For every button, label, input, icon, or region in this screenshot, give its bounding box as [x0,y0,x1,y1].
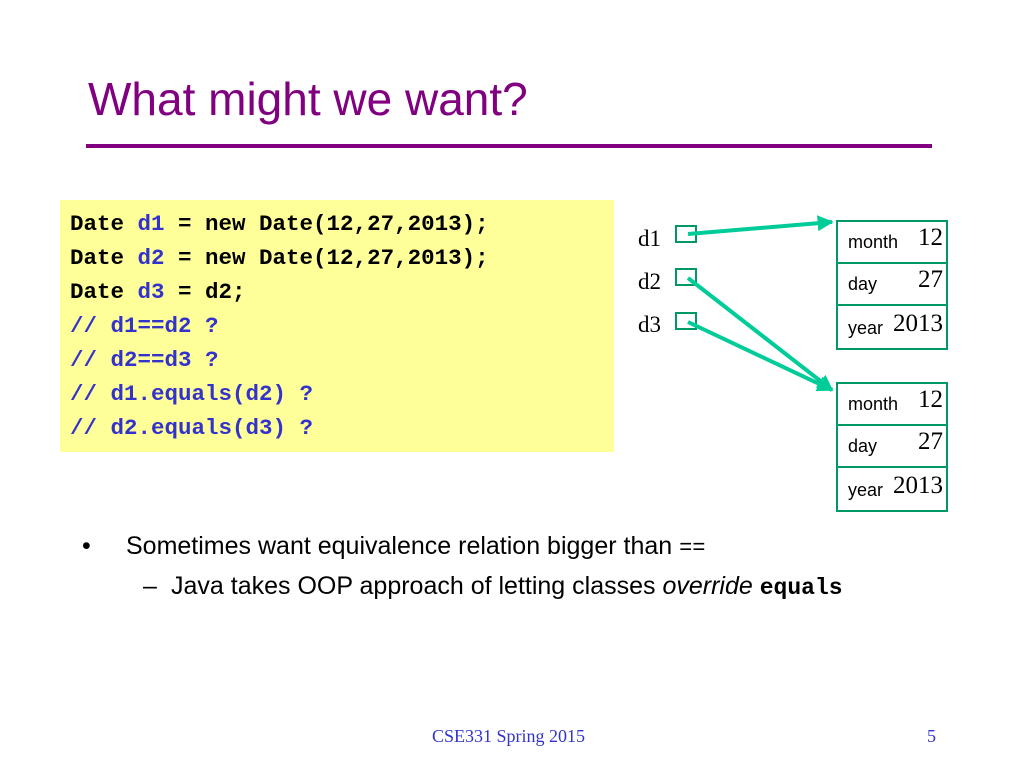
field-year: year 2013 [838,468,946,510]
ref-label-d1: d1 [638,226,661,251]
field-label: day [848,436,878,456]
ref-label-d3: d3 [638,312,661,337]
field-month: month 12 [838,222,946,264]
bullet-body: Sometimes want equivalence relation bigg… [126,532,680,560]
field-value: 27 [918,428,943,455]
code-var: d1 [137,211,165,237]
field-value: 2013 [893,310,943,337]
arrow-d2 [686,276,834,392]
sub-bullet-marker: – [143,572,157,600]
field-year: year 2013 [838,306,946,348]
code-text: Date [70,211,138,237]
field-value: 12 [918,386,943,413]
bullet-code: == [679,536,706,561]
code-line-2: Date d2 = new Date(12,27,2013); [70,247,489,270]
ref-box-d3 [675,312,697,330]
field-value: 27 [918,266,943,293]
code-block [60,200,614,452]
code-comment-3: // d1.equals(d2) ? [70,381,314,407]
field-value: 12 [918,224,943,251]
title-underline [86,144,932,148]
code-text: = new Date(12,27,2013); [164,245,489,271]
field-label: month [848,232,899,252]
code-var: d3 [137,279,165,305]
code-text: Date [70,279,138,305]
code-comment-4: // d2.equals(d3) ? [70,415,314,441]
field-month: month 12 [838,384,946,426]
bullet-text: Sometimes want equivalence relation bigg… [126,532,706,561]
field-label: month [848,394,899,414]
sub-bullet-code: equals [759,575,843,601]
date-object-1: month 12 day 27 year 2013 [836,220,948,350]
field-label: year [848,318,884,338]
ref-box-d2 [675,268,697,286]
footer-course: CSE331 Spring 2015 [432,726,586,746]
field-value: 2013 [893,472,943,499]
sub-bullet-text: Java takes OOP approach of letting class… [171,572,843,601]
date-object-2: month 12 day 27 year 2013 [836,382,948,512]
code-text: Date [70,245,138,271]
field-day: day 27 [838,264,946,306]
field-label: day [848,274,878,294]
arrow-d1 [687,215,834,236]
ref-label-d2: d2 [638,269,661,294]
slide-title: What might we want? [88,73,528,125]
code-text: = new Date(12,27,2013); [164,211,489,237]
code-line-3: Date d3 = d2; [70,281,246,304]
arrow-d3 [687,320,834,392]
sub-bullet-body: Java takes OOP approach of letting class… [171,572,663,600]
code-comment-2: // d2==d3 ? [70,347,219,373]
code-comment-1: // d1==d2 ? [70,313,219,339]
page-number: 5 [927,726,936,746]
code-text: = d2; [164,279,246,305]
field-day: day 27 [838,426,946,468]
code-line-1: Date d1 = new Date(12,27,2013); [70,213,489,236]
bullet-marker: • [82,532,91,560]
code-var: d2 [137,245,165,271]
field-label: year [848,480,884,500]
sub-bullet-emphasis: override [662,572,753,600]
